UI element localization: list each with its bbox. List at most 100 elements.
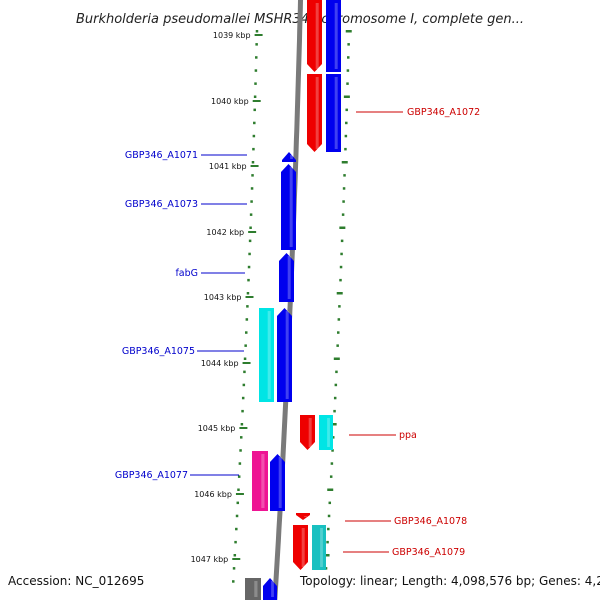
minor-tick — [232, 580, 235, 583]
lane-strip — [253, 178, 346, 183]
minor-tick — [327, 527, 330, 531]
lane-strip — [246, 338, 339, 343]
minor-tick — [327, 514, 331, 518]
lane-strip — [234, 570, 327, 575]
lane-strip — [249, 282, 342, 287]
minor-tick — [250, 187, 254, 190]
gene-body — [279, 253, 294, 302]
lane-strip — [252, 206, 345, 211]
minor-tick — [237, 475, 241, 478]
gene-body — [300, 415, 315, 450]
lane-strip — [236, 538, 329, 543]
lane-strip — [255, 110, 348, 115]
lane-strip — [235, 558, 328, 563]
lane-strip — [239, 486, 332, 491]
lane-strip — [240, 466, 333, 471]
gene-label: GBP346_A1072 — [407, 107, 480, 118]
lane-strip — [253, 174, 346, 179]
lane-strip — [256, 90, 349, 95]
lane-strip — [237, 522, 330, 527]
minor-tick — [252, 134, 256, 138]
minor-tick — [255, 30, 259, 33]
lane-strip — [256, 58, 349, 63]
gene-bottom-gray — [245, 578, 261, 600]
lane-strip — [249, 270, 342, 275]
minor-tick — [247, 265, 251, 269]
lane-strip — [255, 122, 348, 127]
tick-label: 1044 kbp — [201, 359, 239, 368]
lane-strip — [254, 130, 347, 135]
lane-strip — [257, 42, 350, 47]
gene-highlight — [320, 528, 323, 567]
gene-highlight — [285, 311, 289, 399]
lane-strip — [249, 262, 342, 267]
lane-strip — [257, 46, 350, 51]
lane-strip — [247, 322, 340, 327]
minor-tick — [334, 383, 338, 387]
minor-tick — [340, 252, 343, 256]
lane-strip — [242, 422, 335, 427]
minor-tick — [242, 383, 246, 387]
genome-summary-text: Topology: linear; Length: 4,098,576 bp; … — [298, 574, 600, 588]
lane-strip — [255, 98, 348, 103]
lane-strip — [253, 158, 346, 163]
gene-a1073 — [281, 164, 296, 250]
lane-strip — [253, 154, 346, 159]
minor-tick — [337, 318, 341, 321]
minor-tick — [247, 278, 250, 282]
minor-tick — [249, 226, 252, 229]
lane-strip — [255, 106, 348, 111]
tick-label: 1039 kbp — [213, 31, 251, 40]
minor-tick — [240, 423, 244, 426]
gene-highlight — [327, 418, 330, 447]
gene-bottom-blue — [263, 578, 277, 600]
gene-highlight — [267, 311, 271, 399]
minor-tick — [347, 43, 350, 46]
lane-strip — [256, 62, 349, 67]
minor-tick — [243, 370, 246, 374]
minor-tick — [253, 95, 257, 98]
lane-strip — [247, 330, 340, 335]
gene-ppa-cyan — [319, 415, 333, 450]
lane-strip — [256, 82, 349, 87]
gene-body — [312, 525, 326, 570]
minor-tick — [341, 161, 348, 164]
gene-label: GBP346_A1077 — [115, 470, 188, 481]
lane-strip — [240, 458, 333, 463]
lane-strip — [256, 78, 349, 83]
gene-highlight — [304, 516, 307, 517]
minor-tick — [248, 252, 251, 256]
minor-tick — [343, 174, 346, 177]
lane-strip — [253, 182, 346, 187]
gene-body — [245, 578, 261, 600]
lane-strip — [252, 186, 345, 191]
minor-tick — [246, 292, 250, 295]
minor-tick — [255, 56, 258, 59]
lane-strip — [254, 126, 347, 131]
lane-strip — [254, 146, 347, 151]
tick-label: 1040 kbp — [211, 97, 249, 106]
gene-body — [319, 415, 333, 450]
lane-strip — [241, 450, 334, 455]
lane-strip — [251, 222, 344, 227]
minor-tick — [245, 318, 249, 321]
lane-strip — [241, 446, 334, 451]
lane-strip — [247, 318, 340, 323]
minor-tick — [234, 540, 237, 544]
lane-strip — [246, 342, 339, 347]
minor-tick — [339, 278, 342, 282]
lane-strip — [241, 454, 334, 459]
lane-strip — [236, 534, 329, 539]
lane-strip — [250, 246, 343, 251]
minor-tick — [326, 540, 329, 544]
minor-tick — [346, 69, 350, 72]
tick-label: 1045 kbp — [198, 424, 236, 433]
minor-tick — [343, 95, 350, 98]
gene-highlight — [261, 454, 265, 508]
gene-body — [326, 74, 341, 152]
gene-highlight — [315, 77, 319, 149]
lane-strip — [251, 234, 344, 239]
gene-a1077-blue — [270, 454, 285, 511]
gene-highlight — [334, 3, 338, 69]
track-lanes — [233, 30, 350, 591]
